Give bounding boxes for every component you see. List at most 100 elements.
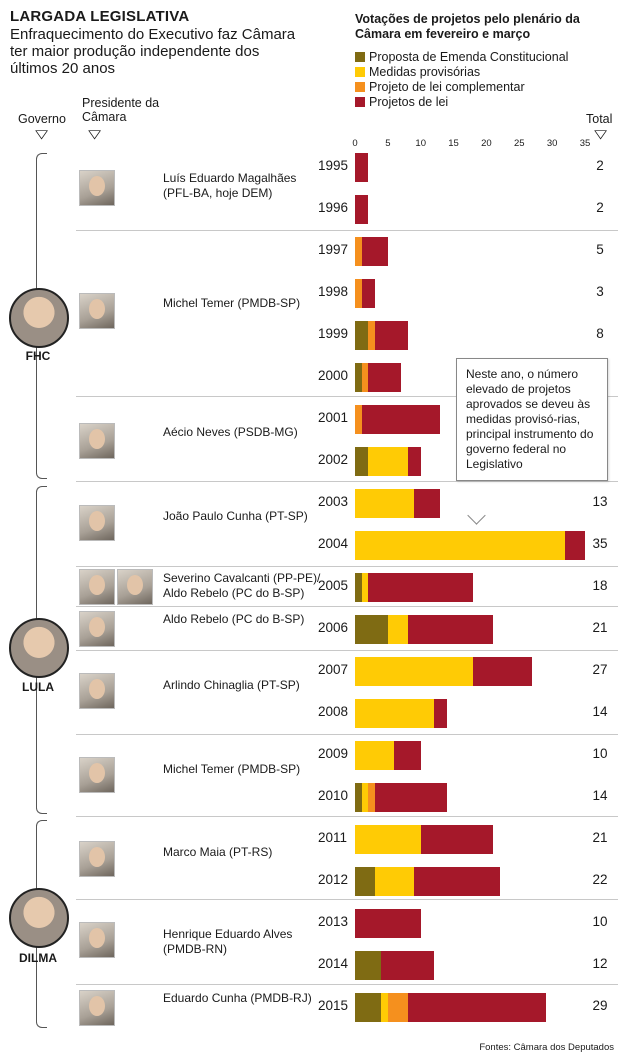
total-label: 21: [592, 620, 608, 635]
bar-segment: [361, 236, 388, 266]
x-tick-label: 35: [579, 138, 591, 149]
bar-segment: [355, 698, 434, 728]
bar-segment: [381, 950, 434, 980]
year-label: 2012: [318, 872, 349, 887]
legend-mp: Medidas provisórias: [355, 65, 480, 79]
row-separator: [76, 734, 618, 735]
legend-pl: Projetos de lei: [355, 95, 448, 109]
governo-photo-lula: [9, 618, 69, 678]
arrow-down-icon: ▽: [594, 127, 608, 141]
source-credit: Fontes: Câmara dos Deputados: [479, 1042, 614, 1053]
president-name: Aldo Rebelo (PC do B-SP): [163, 612, 305, 626]
bar-segment: [355, 614, 388, 644]
governo-label-fhc: FHC: [25, 349, 51, 363]
year-label: 2002: [318, 452, 349, 467]
bar-segment: [368, 362, 401, 392]
legend-plc-swatch: [355, 82, 365, 92]
column-header-governo: Governo: [18, 112, 66, 126]
legend-plc: Projeto de lei complementar: [355, 80, 525, 94]
president-name: Arlindo Chinaglia (PT-SP): [163, 678, 300, 692]
x-tick-label: 0: [352, 138, 358, 149]
bar-segment: [368, 320, 375, 350]
bar-segment: [433, 698, 447, 728]
president-name: Michel Temer (PMDB-SP): [163, 296, 301, 310]
president-photo: [79, 990, 115, 1026]
total-label: 12: [592, 956, 608, 971]
year-label: 1998: [318, 284, 349, 299]
row-separator: [76, 606, 618, 607]
total-label: 10: [592, 914, 608, 929]
page-title: LARGADA LEGISLATIVA: [10, 8, 190, 25]
year-label: 2009: [318, 746, 349, 761]
president-name: Marco Maia (PT-RS): [163, 845, 273, 859]
legend-pec-label: Proposta de Emenda Constitucional: [369, 50, 569, 64]
year-label: 2003: [318, 494, 349, 509]
row-separator: [76, 481, 618, 482]
bar-segment: [355, 656, 474, 686]
year-label: 2013: [318, 914, 349, 929]
bar-segment: [355, 320, 369, 350]
bar-segment: [361, 782, 369, 812]
bar-segment: [368, 572, 474, 602]
president-name: Eduardo Cunha (PMDB-RJ): [163, 991, 312, 1005]
bar-segment: [387, 614, 408, 644]
president-name: Henrique Eduardo Alves (PMDB-RN): [163, 927, 293, 956]
row-separator: [76, 566, 618, 567]
row-separator: [76, 396, 618, 397]
total-label: 27: [592, 662, 608, 677]
president-name: Luís Eduardo Magalhães (PFL-BA, hoje DEM…: [163, 171, 297, 200]
total-label: 21: [592, 830, 608, 845]
legend-mp-swatch: [355, 67, 365, 77]
total-label: 2: [596, 158, 604, 173]
bar-segment: [407, 614, 493, 644]
bar-segment: [374, 866, 415, 896]
bar-segment: [361, 404, 441, 434]
bar-segment: [355, 530, 566, 560]
year-label: 2004: [318, 536, 349, 551]
president-photo: [79, 423, 115, 459]
annotation-box: Neste ano, o número elevado de projetos …: [456, 358, 608, 481]
president-name: Michel Temer (PMDB-SP): [163, 762, 301, 776]
year-label: 2014: [318, 956, 349, 971]
total-label: 2: [596, 200, 604, 215]
bar-segment: [407, 446, 421, 476]
column-header-presidente: Presidente da Câmara: [82, 96, 160, 124]
legend-pl-swatch: [355, 97, 365, 107]
legend-pl-label: Projetos de lei: [369, 95, 449, 109]
bar-segment: [355, 908, 421, 938]
year-label: 1996: [318, 200, 349, 215]
bar-segment: [414, 866, 500, 896]
bar-segment: [414, 488, 441, 518]
x-tick-label: 25: [513, 138, 525, 149]
bar-segment: [361, 572, 369, 602]
bar-segment: [361, 278, 375, 308]
x-tick-label: 5: [385, 138, 391, 149]
legend-pec-swatch: [355, 52, 365, 62]
president-photo: [79, 673, 115, 709]
governo-label-lula: LULA: [22, 680, 54, 694]
president-photo: [117, 569, 153, 605]
row-separator: [76, 650, 618, 651]
chart-title: Votações de projetos pelo plenário da Câ…: [355, 12, 580, 41]
page-subtitle: Enfraquecimento do Executivo faz Câmara …: [10, 26, 296, 77]
president-name: Aécio Neves (PSDB-MG): [163, 425, 298, 439]
bar-segment: [355, 992, 382, 1022]
row-separator: [76, 899, 618, 900]
bar-segment: [355, 866, 375, 896]
legend-pec: Proposta de Emenda Constitucional: [355, 50, 568, 64]
row-separator: [76, 984, 618, 985]
bar-segment: [355, 404, 362, 434]
total-label: 3: [596, 284, 604, 299]
bar-segment: [473, 656, 533, 686]
bar-segment: [368, 782, 375, 812]
arrow-down-icon: ▽: [88, 127, 102, 141]
bar-segment: [355, 152, 369, 182]
bar-segment: [407, 992, 546, 1022]
president-name: Severino Cavalcanti (PP-PE)/ Aldo Rebelo…: [163, 571, 321, 600]
president-photo: [79, 293, 115, 329]
row-separator: [76, 230, 618, 231]
bar-segment: [355, 278, 362, 308]
president-name: João Paulo Cunha (PT-SP): [163, 509, 308, 523]
bar-segment: [355, 572, 362, 602]
year-label: 2001: [318, 410, 349, 425]
